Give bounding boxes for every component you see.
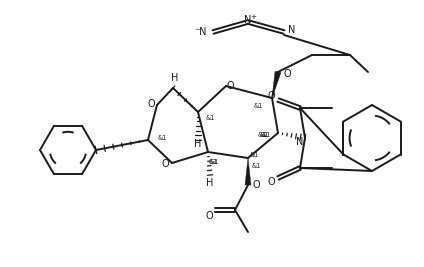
Text: &1: &1 bbox=[259, 132, 269, 138]
Text: &1: &1 bbox=[208, 159, 218, 165]
Text: H: H bbox=[171, 73, 179, 83]
Text: &1: &1 bbox=[254, 103, 262, 109]
Text: +: + bbox=[250, 14, 256, 20]
Text: O: O bbox=[283, 69, 290, 79]
Text: H: H bbox=[206, 178, 214, 188]
Text: ⁻N: ⁻N bbox=[195, 27, 207, 37]
Text: &1: &1 bbox=[205, 115, 215, 121]
Text: O: O bbox=[161, 159, 169, 169]
Text: N: N bbox=[288, 25, 296, 35]
Text: O: O bbox=[226, 81, 234, 91]
Text: O: O bbox=[205, 211, 213, 221]
Text: O: O bbox=[252, 180, 260, 190]
Text: &1: &1 bbox=[209, 159, 219, 165]
Text: &1: &1 bbox=[261, 132, 271, 138]
Polygon shape bbox=[272, 71, 281, 98]
Text: N: N bbox=[244, 15, 252, 25]
Text: &1: &1 bbox=[249, 152, 259, 158]
Text: H: H bbox=[194, 139, 202, 149]
Text: &1: &1 bbox=[251, 163, 261, 169]
Text: O: O bbox=[267, 91, 275, 101]
Text: &1: &1 bbox=[157, 135, 167, 141]
Text: O: O bbox=[147, 99, 155, 109]
Text: &1: &1 bbox=[257, 132, 267, 138]
Text: O: O bbox=[267, 177, 275, 187]
Text: N: N bbox=[296, 137, 304, 147]
Polygon shape bbox=[245, 158, 251, 185]
